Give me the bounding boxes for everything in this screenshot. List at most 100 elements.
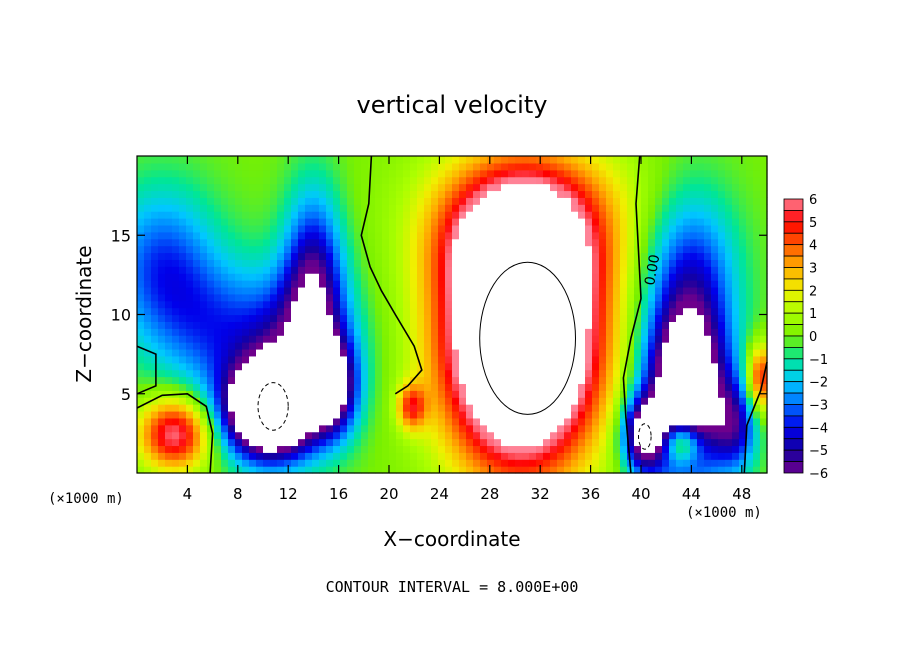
- field-cell: [445, 224, 453, 233]
- field-cell: [333, 286, 341, 295]
- field-cell: [214, 321, 222, 329]
- field-cell: [298, 376, 306, 385]
- field-cell: [627, 424, 635, 433]
- field-cell: [704, 417, 712, 426]
- field-cell: [620, 342, 628, 350]
- field-cell: [151, 218, 159, 226]
- field-cell: [179, 314, 187, 322]
- field-cell: [571, 390, 579, 398]
- field-cell: [312, 452, 320, 460]
- field-cell: [718, 245, 726, 254]
- field-cell: [697, 383, 705, 391]
- field-cell: [578, 211, 586, 219]
- field-cell: [480, 245, 488, 254]
- field-cell: [739, 266, 747, 274]
- field-cell: [284, 321, 292, 329]
- field-cell: [326, 156, 334, 164]
- field-cell: [606, 307, 614, 316]
- field-cell: [263, 459, 271, 467]
- field-cell: [515, 231, 523, 240]
- field-cell: [389, 355, 397, 364]
- field-cell: [305, 383, 313, 391]
- field-cell: [718, 424, 726, 433]
- field-cell: [760, 314, 768, 322]
- field-cell: [578, 204, 586, 212]
- field-cell: [473, 190, 481, 198]
- field-cell: [326, 252, 334, 260]
- field-cell: [179, 424, 187, 433]
- field-cell: [746, 445, 754, 453]
- field-cell: [508, 183, 516, 192]
- field-cell: [648, 162, 656, 171]
- colorbar-label: 3: [809, 262, 817, 277]
- field-cell: [207, 390, 215, 398]
- field-cell: [137, 169, 145, 178]
- field-cell: [228, 169, 236, 178]
- field-cell: [354, 431, 362, 440]
- field-cell: [172, 431, 180, 440]
- field-cell: [571, 211, 579, 219]
- field-cell: [158, 355, 166, 364]
- field-cell: [746, 355, 754, 364]
- field-cell: [746, 204, 754, 212]
- field-cell: [389, 266, 397, 274]
- field-cell: [242, 266, 250, 274]
- field-cell: [515, 245, 523, 254]
- field-cell: [396, 204, 404, 212]
- field-cell: [459, 383, 467, 391]
- field-cell: [522, 211, 530, 219]
- field-cell: [165, 314, 173, 322]
- field-cell: [480, 342, 488, 350]
- field-cell: [256, 335, 264, 343]
- field-cell: [536, 190, 544, 198]
- field-cell: [326, 211, 334, 219]
- field-cell: [585, 273, 593, 281]
- field-cell: [760, 410, 768, 419]
- field-cell: [445, 273, 453, 281]
- plot-area: 0.00: [136, 155, 768, 474]
- field-cell: [480, 466, 488, 474]
- field-cell: [165, 404, 173, 412]
- field-cell: [158, 404, 166, 412]
- field-cell: [711, 176, 719, 185]
- field-cell: [445, 293, 453, 302]
- field-cell: [529, 397, 537, 405]
- field-cell: [347, 190, 355, 198]
- field-cell: [368, 293, 376, 302]
- field-cell: [655, 197, 663, 205]
- field-cell: [536, 431, 544, 440]
- field-cell: [459, 376, 467, 385]
- field-cell: [760, 224, 768, 233]
- field-cell: [452, 417, 460, 426]
- field-cell: [473, 390, 481, 398]
- field-cell: [585, 342, 593, 350]
- field-cell: [494, 293, 502, 302]
- field-cell: [277, 224, 285, 233]
- field-cell: [746, 335, 754, 343]
- field-cell: [200, 410, 208, 419]
- field-cell: [613, 162, 621, 171]
- field-cell: [403, 342, 411, 350]
- field-cell: [221, 238, 229, 247]
- field-cell: [487, 169, 495, 178]
- field-cell: [529, 431, 537, 440]
- field-cell: [396, 169, 404, 178]
- field-cell: [200, 190, 208, 198]
- field-cell: [718, 176, 726, 185]
- field-cell: [165, 307, 173, 316]
- field-cell: [487, 376, 495, 385]
- field-cell: [473, 245, 481, 254]
- field-cell: [501, 190, 509, 198]
- field-cell: [599, 183, 607, 192]
- field-cell: [655, 162, 663, 171]
- field-cell: [662, 190, 670, 198]
- field-cell: [669, 348, 677, 357]
- field-cell: [298, 259, 306, 267]
- field-cell: [445, 259, 453, 267]
- field-cell: [375, 190, 383, 198]
- field-cell: [662, 431, 670, 440]
- field-cell: [543, 218, 551, 226]
- field-cell: [466, 397, 474, 405]
- field-cell: [361, 328, 369, 336]
- field-cell: [326, 376, 334, 385]
